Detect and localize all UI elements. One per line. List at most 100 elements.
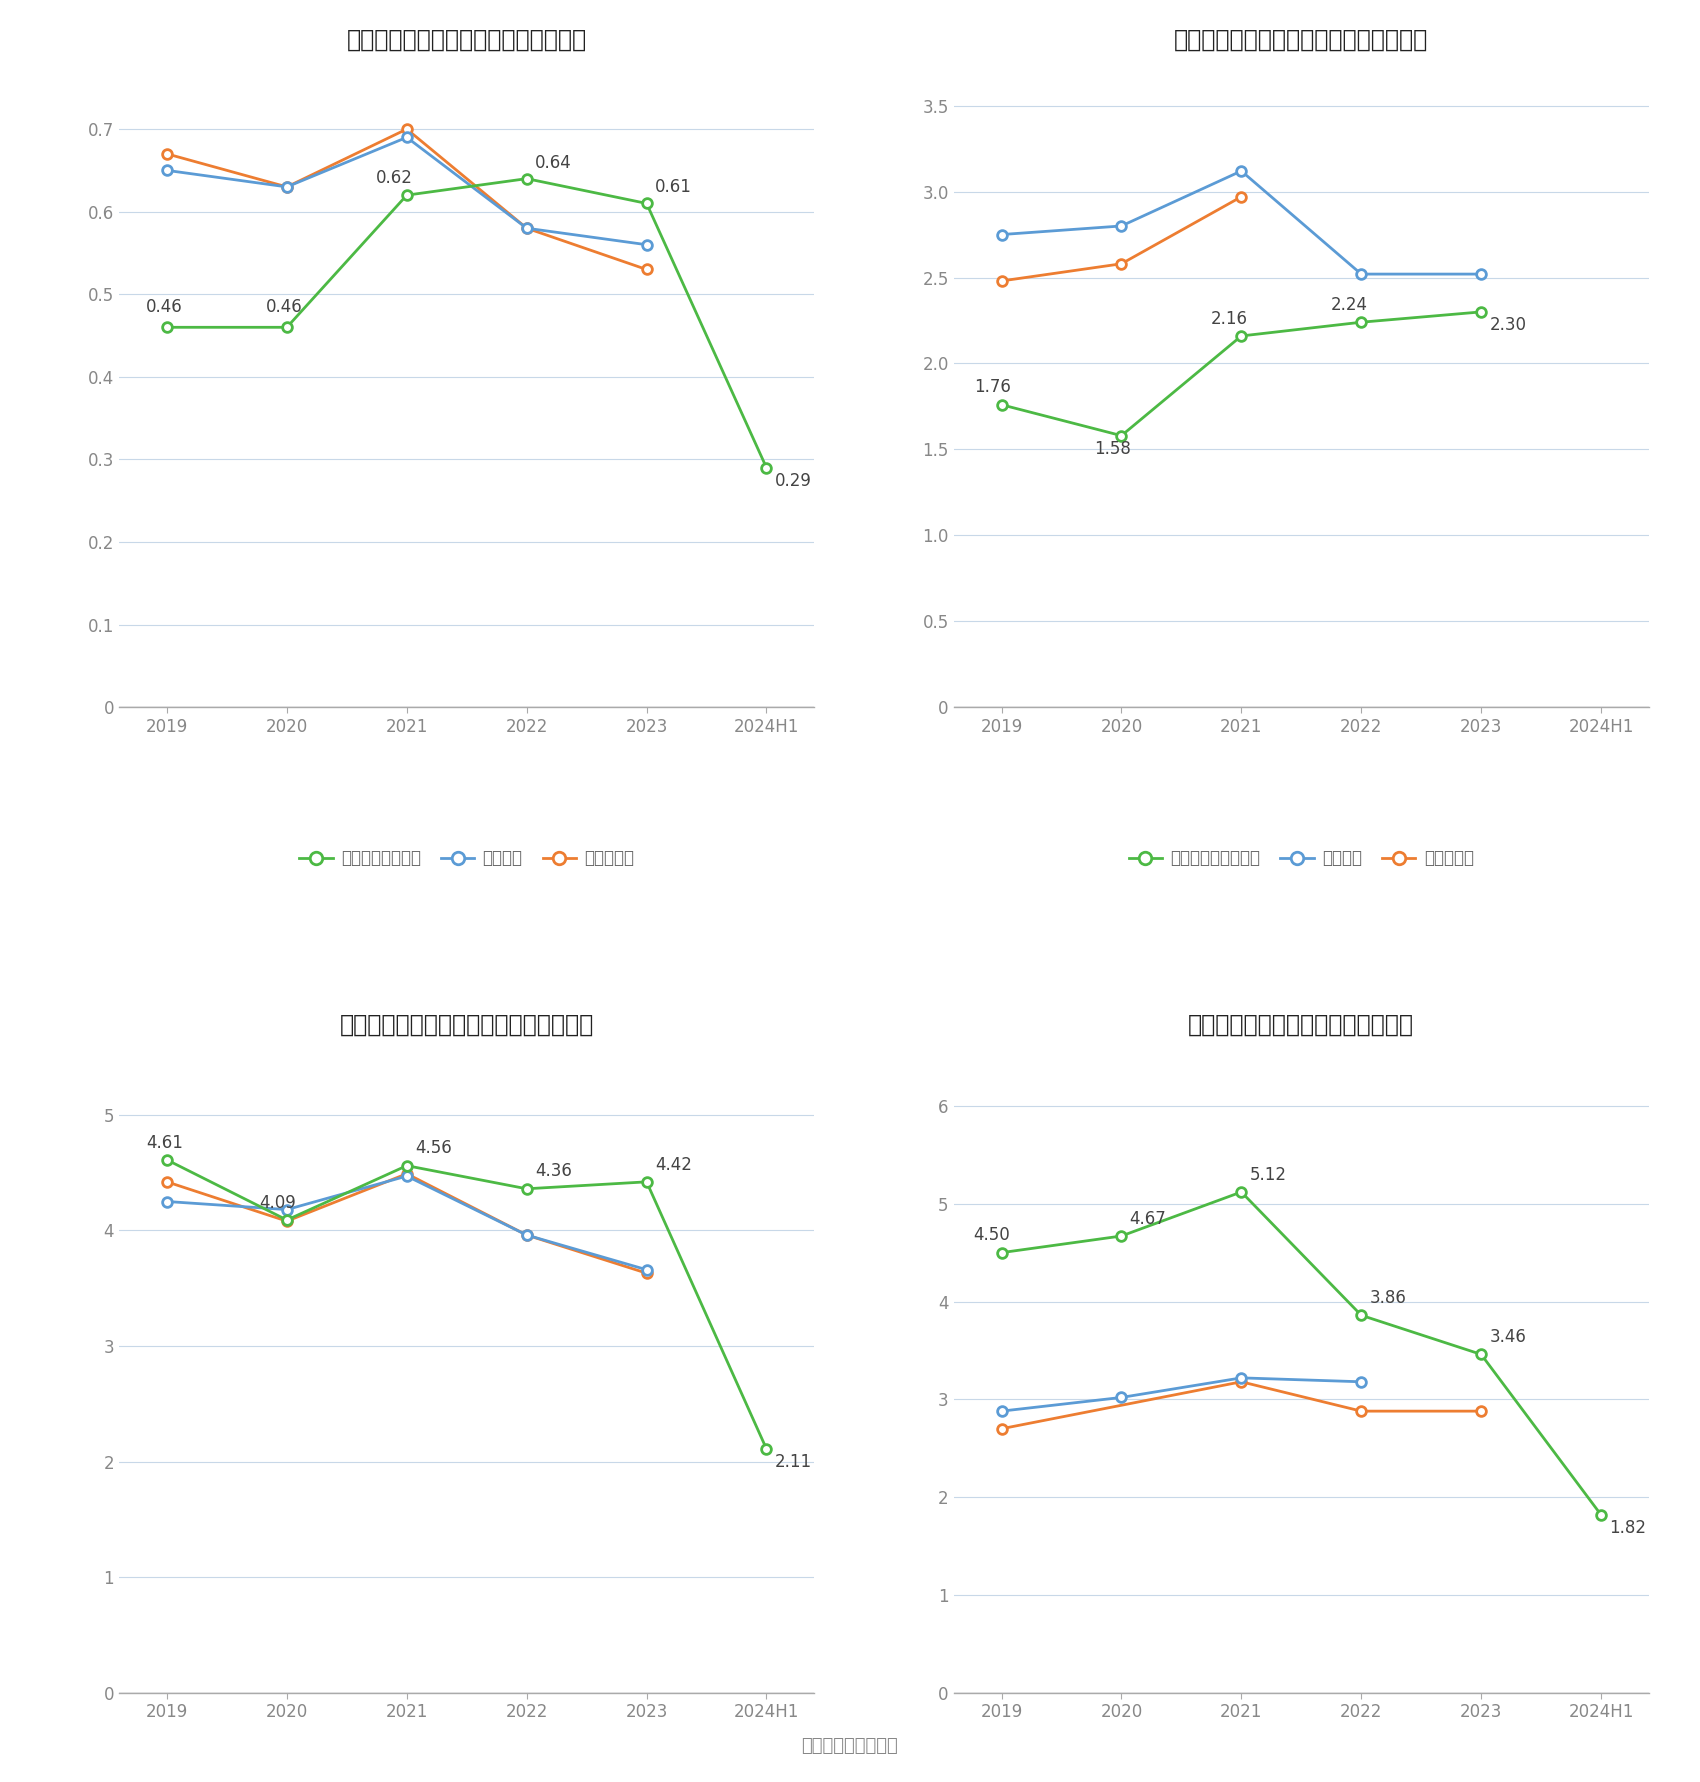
Text: 4.09: 4.09 bbox=[258, 1194, 296, 1212]
公司应收账款周转率 bbox=[396, 1155, 416, 1176]
Text: 2.30: 2.30 bbox=[1489, 315, 1527, 333]
Text: 0.29: 0.29 bbox=[775, 472, 811, 490]
公司固定资产周转率 bbox=[1231, 326, 1251, 347]
公司固定资产周转率 bbox=[991, 394, 1011, 415]
行业均值 bbox=[991, 225, 1011, 246]
行业均值 bbox=[1231, 1367, 1251, 1388]
公司总资产周转率 bbox=[517, 168, 537, 189]
公司存货周转率 bbox=[1352, 1304, 1372, 1326]
公司总资产周转率 bbox=[756, 456, 777, 478]
Text: 4.36: 4.36 bbox=[536, 1162, 571, 1180]
公司总资产周转率 bbox=[636, 192, 656, 214]
Line: 公司总资产周转率: 公司总资产周转率 bbox=[162, 175, 772, 472]
行业中位数 bbox=[991, 1418, 1011, 1440]
公司应收账款周转率 bbox=[277, 1210, 298, 1231]
公司总资产周转率 bbox=[277, 317, 298, 339]
行业中位数 bbox=[1231, 185, 1251, 207]
行业均值 bbox=[277, 176, 298, 198]
行业均值 bbox=[636, 1260, 656, 1281]
Text: 3.46: 3.46 bbox=[1489, 1328, 1527, 1345]
Text: 0.62: 0.62 bbox=[376, 169, 413, 187]
行业均值 bbox=[636, 233, 656, 255]
公司应收账款周转率 bbox=[756, 1438, 777, 1459]
Text: 1.76: 1.76 bbox=[974, 378, 1010, 396]
Title: 长盛轴承历年应收账款周转率情况（次）: 长盛轴承历年应收账款周转率情况（次） bbox=[340, 1012, 593, 1037]
行业均值 bbox=[277, 1199, 298, 1221]
行业中位数 bbox=[517, 217, 537, 239]
Line: 行业中位数: 行业中位数 bbox=[162, 1169, 651, 1278]
Text: 0.46: 0.46 bbox=[146, 298, 184, 315]
行业均值 bbox=[991, 1401, 1011, 1422]
Line: 行业中位数: 行业中位数 bbox=[162, 125, 651, 274]
Title: 长盛轴承历年存货周转率情况（次）: 长盛轴承历年存货周转率情况（次） bbox=[1188, 1012, 1414, 1037]
Line: 行业中位数: 行业中位数 bbox=[996, 1377, 1486, 1433]
行业中位数 bbox=[277, 1210, 298, 1231]
公司总资产周转率 bbox=[396, 185, 416, 207]
行业均值 bbox=[396, 127, 416, 148]
公司存货周转率 bbox=[1231, 1181, 1251, 1203]
行业中位数 bbox=[1112, 253, 1132, 274]
行业中位数 bbox=[1352, 1401, 1372, 1422]
行业中位数 bbox=[636, 1262, 656, 1283]
公司固定资产周转率 bbox=[1112, 424, 1132, 446]
行业中位数 bbox=[636, 258, 656, 280]
公司固定资产周转率 bbox=[1470, 301, 1491, 323]
Line: 行业中位数: 行业中位数 bbox=[996, 192, 1246, 285]
公司存货周转率 bbox=[1470, 1344, 1491, 1365]
公司存货周转率 bbox=[991, 1242, 1011, 1263]
Text: 4.67: 4.67 bbox=[1130, 1210, 1166, 1228]
Legend: 公司总资产周转率, 行业均值, 行业中位数: 公司总资产周转率, 行业均值, 行业中位数 bbox=[292, 843, 641, 873]
Text: 5.12: 5.12 bbox=[1250, 1165, 1287, 1183]
Text: 3.86: 3.86 bbox=[1370, 1288, 1406, 1306]
Text: 数据来源：恒生聚源: 数据来源：恒生聚源 bbox=[802, 1737, 898, 1755]
Text: 4.61: 4.61 bbox=[146, 1133, 184, 1151]
公司总资产周转率 bbox=[156, 317, 177, 339]
行业中位数 bbox=[1470, 1401, 1491, 1422]
Text: 0.46: 0.46 bbox=[265, 298, 303, 315]
Text: 4.50: 4.50 bbox=[974, 1226, 1010, 1244]
Line: 公司应收账款周转率: 公司应收账款周转率 bbox=[162, 1155, 772, 1454]
公司应收账款周转率 bbox=[636, 1171, 656, 1192]
Text: 4.56: 4.56 bbox=[415, 1139, 452, 1157]
行业均值 bbox=[1112, 216, 1132, 237]
行业均值 bbox=[1352, 264, 1372, 285]
行业中位数 bbox=[991, 271, 1011, 292]
Title: 长盛轴承历年固定资产周转率情况（次）: 长盛轴承历年固定资产周转率情况（次） bbox=[1175, 27, 1428, 52]
Line: 行业均值: 行业均值 bbox=[996, 166, 1486, 280]
Line: 行业均值: 行业均值 bbox=[162, 1171, 651, 1274]
Text: 1.82: 1.82 bbox=[1610, 1518, 1646, 1538]
Legend: 公司固定资产周转率, 行业均值, 行业中位数: 公司固定资产周转率, 行业均值, 行业中位数 bbox=[1122, 843, 1481, 873]
Text: 2.16: 2.16 bbox=[1210, 310, 1248, 328]
行业均值 bbox=[156, 160, 177, 182]
行业中位数 bbox=[277, 176, 298, 198]
Text: 2.11: 2.11 bbox=[775, 1452, 813, 1472]
公司存货周转率 bbox=[1591, 1504, 1612, 1525]
公司存货周转率 bbox=[1112, 1226, 1132, 1247]
Line: 公司固定资产周转率: 公司固定资产周转率 bbox=[996, 307, 1486, 440]
行业中位数 bbox=[396, 118, 416, 139]
行业均值 bbox=[1352, 1370, 1372, 1392]
公司应收账款周转率 bbox=[156, 1149, 177, 1171]
Text: 1.58: 1.58 bbox=[1093, 440, 1131, 458]
公司应收账款周转率 bbox=[517, 1178, 537, 1199]
行业均值 bbox=[517, 217, 537, 239]
行业中位数 bbox=[1231, 1370, 1251, 1392]
行业均值 bbox=[1470, 264, 1491, 285]
行业均值 bbox=[156, 1190, 177, 1212]
Line: 行业均值: 行业均值 bbox=[162, 132, 651, 249]
行业均值 bbox=[1112, 1386, 1132, 1408]
行业均值 bbox=[1231, 160, 1251, 182]
Text: 0.61: 0.61 bbox=[654, 178, 692, 196]
行业均值 bbox=[396, 1165, 416, 1187]
Text: 0.64: 0.64 bbox=[536, 153, 571, 171]
Line: 行业均值: 行业均值 bbox=[996, 1372, 1367, 1417]
行业中位数 bbox=[517, 1224, 537, 1246]
行业中位数 bbox=[156, 1171, 177, 1192]
行业均值 bbox=[517, 1224, 537, 1246]
Title: 长盛轴承历年总资产周转率情况（次）: 长盛轴承历年总资产周转率情况（次） bbox=[347, 27, 586, 52]
Line: 公司存货周转率: 公司存货周转率 bbox=[996, 1187, 1606, 1520]
行业中位数 bbox=[396, 1164, 416, 1185]
行业中位数 bbox=[156, 143, 177, 164]
Text: 4.42: 4.42 bbox=[654, 1155, 692, 1174]
公司固定资产周转率 bbox=[1352, 312, 1372, 333]
